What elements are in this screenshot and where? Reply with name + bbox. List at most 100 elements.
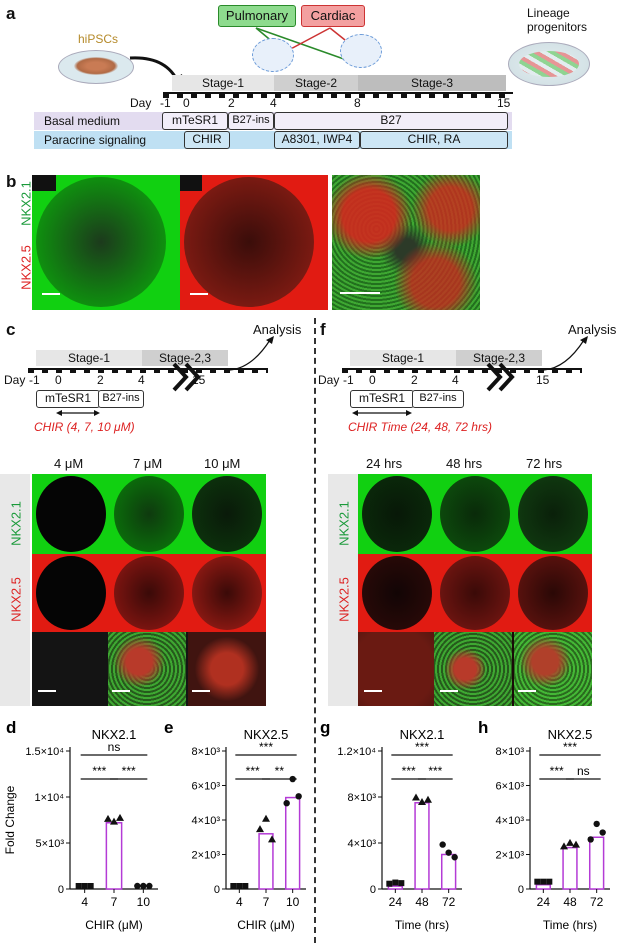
break-chevron-icon: [486, 362, 515, 392]
cardiac-cell-cluster: [340, 34, 382, 68]
day-tick: 0: [183, 96, 190, 110]
well-24h-nkx25: [362, 556, 432, 630]
x-tick-label: 4: [236, 895, 243, 909]
bar-charts: d NKX2.1 0 5×10³ 1×10⁴ 1.5×10⁴ Fold Change 4 7 10…: [3, 718, 610, 932]
well-7uM-nkx21: [114, 476, 184, 552]
nkx21-label: NKX2.1: [8, 501, 24, 546]
x-tick-label: 10: [137, 895, 151, 909]
col-label: 7 μM: [133, 456, 163, 471]
lineage-cells: [519, 51, 579, 77]
timeline-ticks: [163, 93, 513, 98]
nkx25-row-images: [358, 554, 592, 632]
y-tick-label: 0: [214, 884, 220, 896]
day-label: Day: [4, 373, 26, 387]
day-tick: 0: [55, 373, 62, 387]
col-label: 10 μM: [204, 456, 241, 471]
chir-box: CHIR: [184, 131, 230, 149]
a8301-box: A8301, IWP4: [274, 131, 360, 149]
b27ins-box: B27-ins: [98, 390, 144, 408]
chart-title: NKX2.5: [548, 727, 593, 742]
panel-label-h: h: [478, 718, 488, 737]
y-tick-label: 2×10³: [496, 850, 525, 862]
well-7uM-nkx25: [114, 556, 184, 630]
y-tick-label: 6×10³: [192, 781, 221, 793]
data-point: [445, 849, 452, 856]
day-label: Day: [318, 373, 340, 387]
pulmonary-box: Pulmonary: [218, 5, 296, 27]
well-10uM-nkx25: [192, 556, 262, 630]
nkx25-label: NKX2.5: [8, 577, 24, 622]
bar: [105, 822, 123, 890]
data-point: [295, 793, 302, 800]
stage1-bar: Stage-1: [172, 75, 274, 91]
col-label: 4 μM: [54, 456, 84, 471]
data-point: [268, 835, 276, 843]
y-tick-label: 8×10³: [496, 746, 525, 758]
panel-label-b: b: [6, 172, 17, 191]
data-point: [75, 883, 82, 889]
panel-label-g: g: [320, 718, 330, 737]
significance-label: ***: [563, 740, 577, 754]
significance-label: ***: [415, 740, 429, 754]
x-axis-label: Time (hrs): [395, 918, 449, 932]
data-point: [242, 883, 249, 889]
pulmonary-cell-cluster: [252, 38, 294, 72]
x-tick-label: 24: [537, 895, 551, 909]
significance-label: ns: [577, 764, 590, 778]
well-4uM-nkx21: [36, 476, 106, 552]
significance-label: **: [275, 764, 285, 778]
x-tick-label: 4: [81, 895, 88, 909]
x-axis-label: CHIR (μM): [85, 918, 143, 932]
stage1-bar: Stage-1: [350, 350, 456, 366]
data-point: [256, 825, 264, 833]
y-tick-label: 4×10³: [348, 838, 377, 850]
data-point: [572, 840, 580, 848]
chart-title: NKX2.5: [244, 727, 289, 742]
col-label: 48 hrs: [446, 456, 483, 471]
well-4uM-nkx25: [36, 556, 106, 630]
nkx21-row-images: [32, 474, 266, 554]
b27-box: B27: [274, 112, 508, 130]
y-tick-label: 2×10³: [192, 850, 221, 862]
nkx21-well-disc: [36, 177, 166, 307]
merged-7uM: [108, 632, 186, 706]
data-point: [134, 882, 141, 890]
stage23-bar: Stage-2,3: [142, 350, 228, 366]
y-tick-label: 6×10³: [496, 781, 525, 793]
bar: [535, 883, 552, 890]
significance-label: ***: [246, 764, 260, 778]
data-point: [140, 882, 147, 890]
y-tick-label: 0: [58, 884, 64, 896]
data-point: [392, 879, 399, 886]
data-point: [398, 880, 405, 887]
data-point: [283, 800, 290, 807]
y-tick-label: 5×10³: [36, 838, 65, 850]
nkx21-well-corner: [32, 175, 56, 191]
data-point: [87, 883, 94, 889]
timeline-ticks: [28, 369, 268, 373]
data-point: [418, 798, 426, 806]
scale-bar: [192, 690, 210, 692]
significance-label: ***: [92, 764, 106, 778]
nkx21-label: NKX2.1: [336, 501, 352, 546]
lineage-label: Lineage: [527, 6, 570, 20]
y-tick-label: 8×10³: [192, 746, 221, 758]
significance-label: ***: [122, 764, 136, 778]
data-point: [451, 854, 458, 861]
day-tick: 15: [536, 373, 550, 387]
nkx21-well-image: [32, 175, 180, 310]
well-24h-nkx21: [362, 476, 432, 552]
panel-label-f: f: [320, 320, 326, 339]
panel-label-c: c: [6, 320, 16, 339]
merged-48h: [434, 632, 512, 706]
analysis-label: Analysis: [253, 322, 302, 337]
range-arrow-icon: [352, 410, 412, 416]
day-tick: 8: [354, 96, 361, 110]
x-tick-label: 24: [389, 895, 403, 909]
mtesr1-box: mTeSR1: [162, 112, 228, 130]
day-label: Day: [130, 96, 152, 110]
basal-medium-label: Basal medium: [44, 114, 121, 128]
stage2-bar: Stage-2: [274, 75, 358, 91]
row-label-strip: [328, 474, 358, 706]
well-72h-nkx21: [518, 476, 588, 552]
